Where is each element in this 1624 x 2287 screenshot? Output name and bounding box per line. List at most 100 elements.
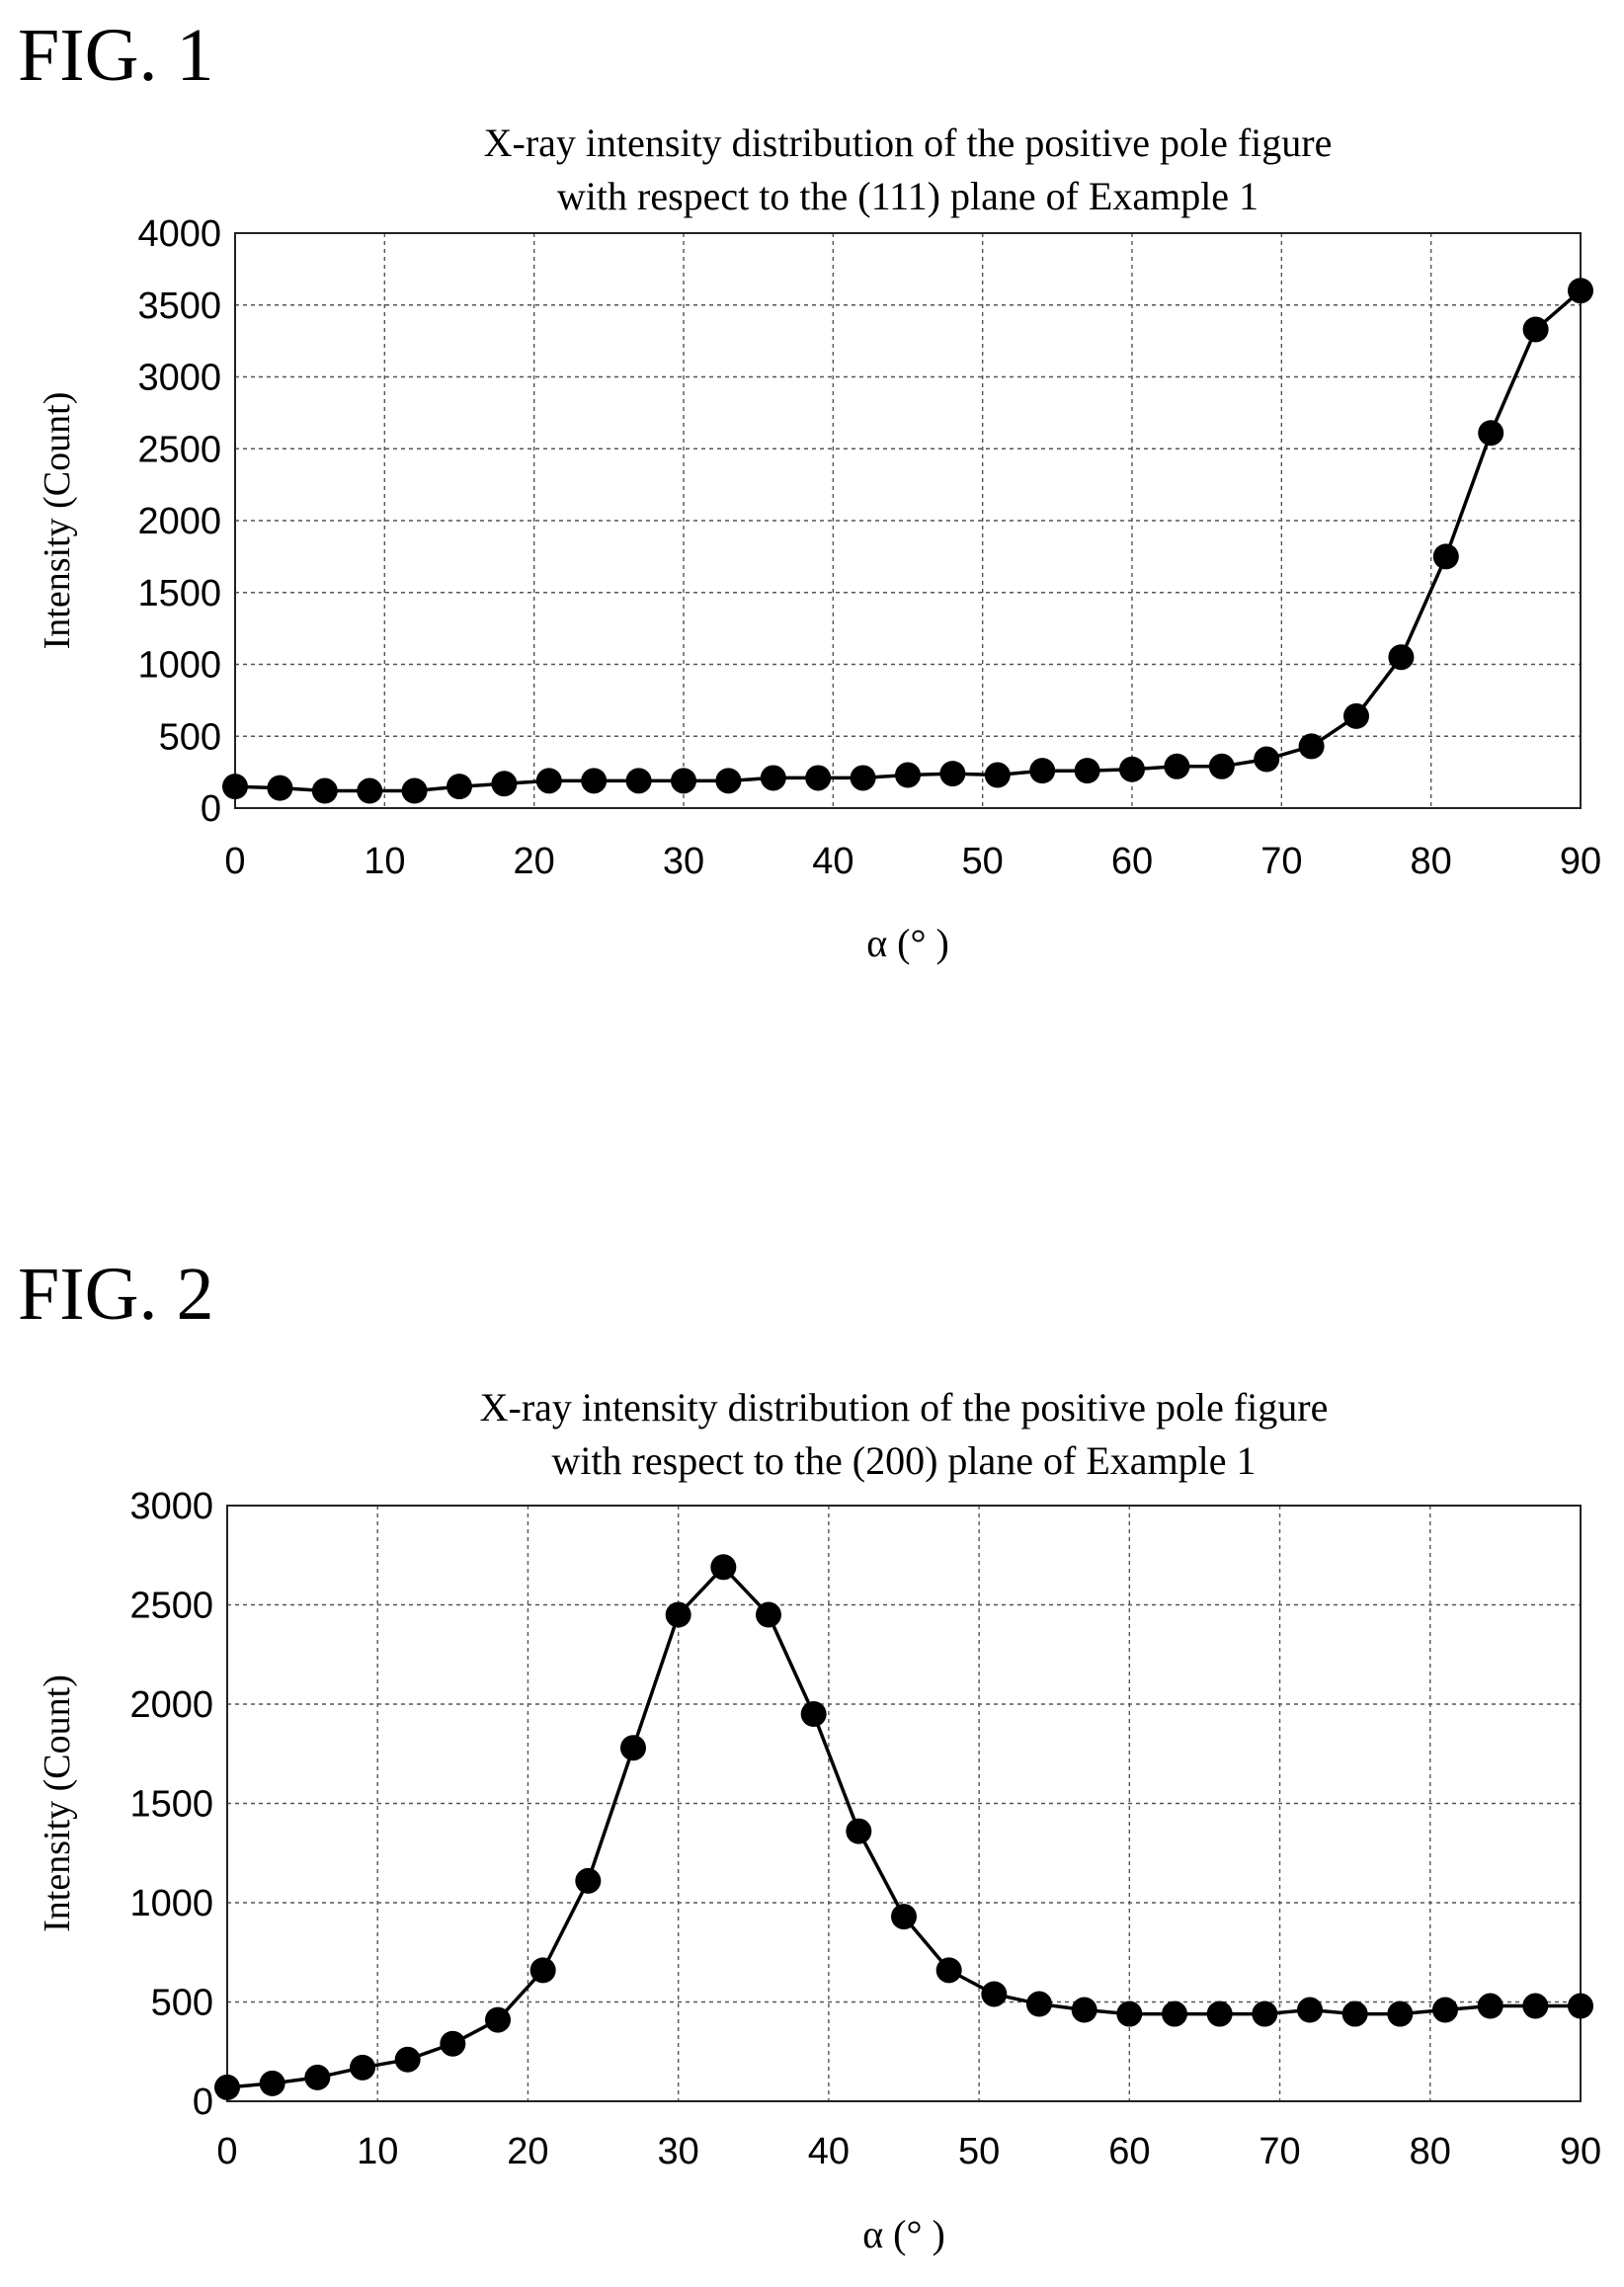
data-point bbox=[1208, 753, 1235, 779]
x-tick-label: 0 bbox=[224, 841, 245, 882]
x-tick-label: 30 bbox=[663, 841, 704, 882]
plot-frame bbox=[226, 1505, 1582, 2102]
data-point bbox=[447, 774, 472, 800]
data-point bbox=[1478, 420, 1504, 447]
y-tick-label: 1000 bbox=[137, 645, 221, 687]
x-tick-label: 20 bbox=[507, 2131, 548, 2172]
series-line bbox=[226, 1564, 1581, 2089]
x-axis-label: α (° ) bbox=[862, 2212, 945, 2256]
data-point bbox=[935, 1957, 962, 1984]
data-point bbox=[529, 1957, 556, 1984]
data-point bbox=[1071, 1997, 1097, 2023]
x-tick-label: 10 bbox=[357, 2131, 398, 2172]
x-tick-label: 90 bbox=[1560, 841, 1601, 882]
data-point bbox=[485, 2006, 511, 2033]
data-point bbox=[535, 768, 562, 794]
data-point bbox=[1026, 1991, 1052, 2017]
y-tick-label: 500 bbox=[151, 1983, 213, 2024]
x-tick-label: 60 bbox=[1111, 841, 1153, 882]
data-point bbox=[895, 762, 921, 788]
data-point bbox=[756, 1601, 781, 1628]
data-point bbox=[1164, 753, 1190, 779]
figure-2-label: FIG. 2 bbox=[18, 1253, 214, 1336]
data-point bbox=[1432, 543, 1459, 570]
x-tick-label: 80 bbox=[1411, 841, 1452, 882]
y-axis-label: Intensity (Count) bbox=[37, 1674, 78, 1932]
x-tick-label: 30 bbox=[658, 2131, 699, 2172]
chart-title-line: X-ray intensity distribution of the posi… bbox=[480, 1385, 1329, 1429]
data-point bbox=[1162, 2001, 1187, 2027]
y-tick-label: 2000 bbox=[137, 501, 221, 542]
y-tick-label: 3000 bbox=[129, 1486, 213, 1527]
data-point bbox=[575, 1867, 602, 1894]
data-point bbox=[620, 1735, 646, 1761]
x-tick-label: 10 bbox=[364, 841, 405, 882]
x-axis-label: α (° ) bbox=[866, 921, 949, 965]
data-point bbox=[1074, 758, 1100, 784]
data-point bbox=[1432, 1997, 1458, 2023]
y-tick-label: 3500 bbox=[137, 286, 221, 327]
x-tick-label: 90 bbox=[1560, 2131, 1601, 2172]
data-point bbox=[1568, 278, 1593, 304]
data-point bbox=[222, 774, 248, 800]
data-point bbox=[311, 777, 338, 804]
data-point bbox=[891, 1904, 917, 1930]
x-tick-label: 40 bbox=[812, 841, 853, 882]
data-point bbox=[671, 768, 696, 794]
x-tick-label: 0 bbox=[216, 2131, 237, 2172]
data-point bbox=[1387, 2001, 1414, 2027]
y-tick-label: 0 bbox=[201, 788, 221, 830]
data-point bbox=[1343, 702, 1369, 729]
data-point bbox=[1341, 2001, 1368, 2027]
data-point bbox=[939, 761, 966, 787]
data-point bbox=[984, 762, 1011, 788]
x-tick-label: 50 bbox=[962, 841, 1004, 882]
data-point bbox=[259, 2070, 285, 2096]
data-point bbox=[805, 765, 832, 791]
data-point bbox=[846, 1818, 872, 1844]
chart-title-line: with respect to the (111) plane of Examp… bbox=[557, 174, 1259, 218]
data-point bbox=[1254, 746, 1280, 773]
data-point bbox=[1029, 758, 1056, 784]
data-point bbox=[304, 2064, 331, 2090]
x-tick-label: 70 bbox=[1260, 841, 1302, 882]
data-point bbox=[665, 1601, 691, 1628]
data-point bbox=[1568, 1993, 1593, 2019]
x-tick-label: 60 bbox=[1108, 2131, 1150, 2172]
data-point bbox=[1522, 316, 1549, 343]
data-point bbox=[981, 1981, 1008, 2007]
data-point bbox=[1252, 2001, 1278, 2027]
data-point bbox=[1522, 1993, 1549, 2019]
chart-2: X-ray intensity distribution of the posi… bbox=[37, 1385, 1601, 2256]
chart-title-line: X-ray intensity distribution of the posi… bbox=[484, 121, 1333, 165]
y-tick-label: 2500 bbox=[129, 1586, 213, 1627]
data-point bbox=[1206, 2001, 1233, 2027]
y-axis-label: Intensity (Count) bbox=[37, 392, 78, 650]
data-point bbox=[1298, 733, 1325, 760]
data-point bbox=[491, 771, 518, 797]
plot-frame bbox=[234, 232, 1582, 809]
data-point bbox=[581, 768, 608, 794]
y-tick-label: 0 bbox=[193, 2082, 213, 2123]
chart-1: X-ray intensity distribution of the posi… bbox=[37, 121, 1601, 965]
data-point bbox=[350, 2054, 375, 2081]
series-line bbox=[234, 288, 1583, 793]
x-tick-label: 50 bbox=[958, 2131, 1000, 2172]
data-point bbox=[214, 2074, 240, 2100]
y-tick-label: 4000 bbox=[137, 213, 221, 255]
data-point bbox=[625, 768, 652, 794]
x-tick-label: 40 bbox=[808, 2131, 850, 2172]
chart-title-line: with respect to the (200) plane of Examp… bbox=[551, 1438, 1256, 1483]
x-tick-label: 70 bbox=[1259, 2131, 1300, 2172]
data-point bbox=[357, 777, 383, 804]
data-point bbox=[267, 775, 293, 801]
data-point bbox=[1388, 644, 1415, 671]
y-tick-label: 2000 bbox=[129, 1684, 213, 1726]
data-point bbox=[710, 1554, 737, 1581]
data-point bbox=[1119, 756, 1145, 782]
data-point bbox=[1116, 2001, 1143, 2027]
data-point bbox=[850, 765, 876, 791]
data-point bbox=[715, 768, 742, 794]
y-tick-label: 1500 bbox=[137, 573, 221, 614]
data-point bbox=[1297, 1997, 1323, 2023]
